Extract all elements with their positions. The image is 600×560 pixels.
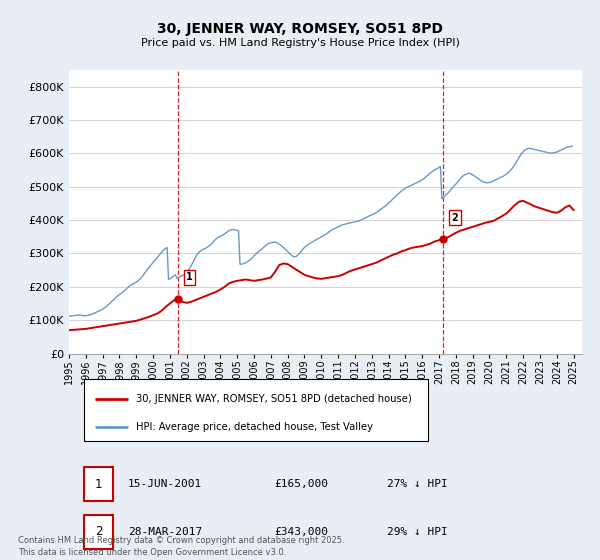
Text: 27% ↓ HPI: 27% ↓ HPI (387, 479, 448, 489)
Bar (85, 468, 113, 501)
Text: £165,000: £165,000 (274, 479, 328, 489)
Text: £343,000: £343,000 (274, 527, 328, 536)
Bar (85, 379, 428, 441)
Text: HPI: Average price, detached house, Test Valley: HPI: Average price, detached house, Test… (136, 422, 373, 432)
Text: 30, JENNER WAY, ROMSEY, SO51 8PD: 30, JENNER WAY, ROMSEY, SO51 8PD (157, 22, 443, 36)
Text: 1: 1 (186, 272, 193, 282)
Text: Price paid vs. HM Land Registry's House Price Index (HPI): Price paid vs. HM Land Registry's House … (140, 38, 460, 48)
Text: Contains HM Land Registry data © Crown copyright and database right 2025.
This d: Contains HM Land Registry data © Crown c… (18, 536, 344, 557)
Text: 15-JUN-2001: 15-JUN-2001 (128, 479, 202, 489)
Text: 29% ↓ HPI: 29% ↓ HPI (387, 527, 448, 536)
Text: 1: 1 (95, 478, 102, 491)
Bar (85, 515, 113, 549)
Text: 30, JENNER WAY, ROMSEY, SO51 8PD (detached house): 30, JENNER WAY, ROMSEY, SO51 8PD (detach… (136, 394, 412, 404)
Text: 2: 2 (451, 213, 458, 223)
Text: 28-MAR-2017: 28-MAR-2017 (128, 527, 202, 536)
Text: 2: 2 (95, 525, 102, 538)
